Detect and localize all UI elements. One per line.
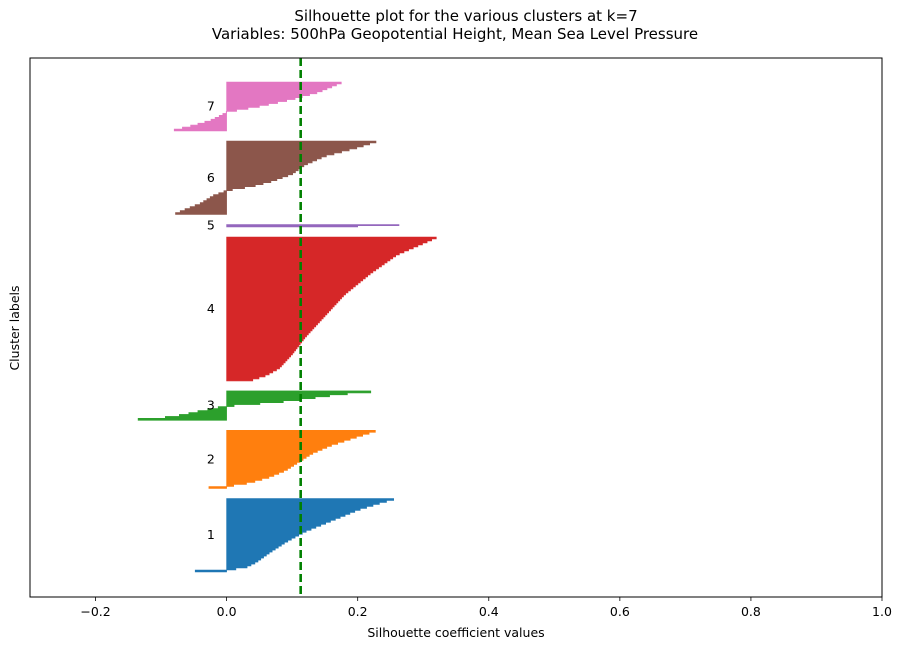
cluster-6-silhouette (175, 140, 377, 215)
chart-subtitle: Variables: 500hPa Geopotential Height, M… (212, 25, 698, 43)
plot-frame (29, 57, 883, 598)
cluster-4-label: 4 (207, 301, 215, 316)
cluster-7-silhouette (173, 81, 342, 132)
x-tick-label: 0.8 (741, 604, 761, 619)
x-axis-ticks: −0.2 0.0 0.2 0.4 0.6 0.8 1.0 (80, 597, 892, 619)
cluster-3-silhouette (137, 390, 372, 421)
x-tick-label: 0.0 (217, 604, 237, 619)
chart-title: Silhouette plot for the various clusters… (294, 7, 637, 25)
cluster-4-silhouette (226, 236, 437, 382)
cluster-3-label: 3 (207, 398, 215, 413)
x-tick-label: 1.0 (872, 604, 892, 619)
cluster-2-label: 2 (207, 451, 215, 466)
cluster-7-label: 7 (207, 99, 215, 114)
cluster-1-silhouette (194, 498, 395, 573)
x-tick-label: 0.4 (479, 604, 499, 619)
x-tick-label: 0.6 (610, 604, 630, 619)
cluster-2-silhouette (208, 429, 376, 489)
y-axis-label: Cluster labels (7, 285, 22, 370)
cluster-5-silhouette (226, 224, 400, 228)
plot-area: 1 2 3 4 5 6 7 (137, 58, 437, 597)
cluster-5-label: 5 (207, 218, 215, 233)
x-tick-label: −0.2 (80, 604, 110, 619)
x-axis-label: Silhouette coefficient values (367, 625, 544, 640)
x-tick-label: 0.2 (348, 604, 368, 619)
cluster-6-label: 6 (207, 170, 215, 185)
cluster-1-label: 1 (207, 527, 215, 542)
